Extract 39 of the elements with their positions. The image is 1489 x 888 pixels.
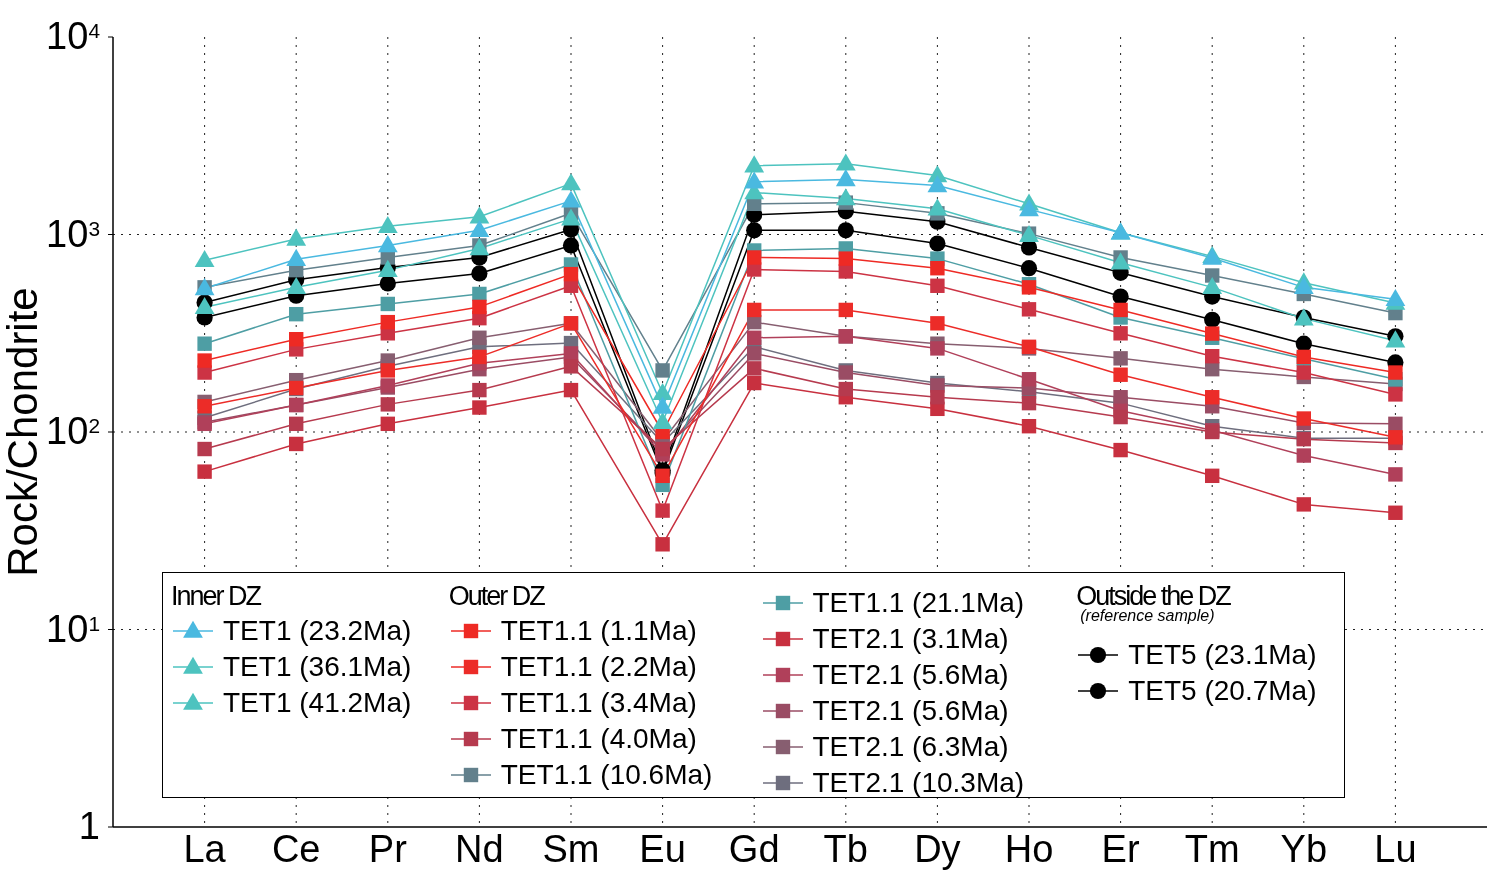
x-tick-label: Eu — [639, 827, 686, 870]
x-tick-label: Pr — [368, 827, 408, 870]
legend-label: TET1 (36.1Ma) — [223, 651, 412, 683]
legend-label: TET1.1 (2.2Ma) — [500, 651, 697, 683]
y-tick-label: 10$^{4}$ — [46, 15, 100, 57]
x-tick-label: Er — [1101, 827, 1140, 870]
annotation: Outer DZ — [448, 580, 546, 613]
x-tick-label: Ce — [271, 827, 321, 870]
x-tick-label: Sm — [542, 827, 600, 870]
y-tick-label: 10$^{3}$ — [46, 212, 100, 255]
legend-label: TET1.1 (10.6Ma) — [500, 759, 713, 791]
legend-label: TET2.1 (5.6Ma) — [812, 659, 1009, 691]
legend-label: TET1.1 (3.4Ma) — [500, 687, 697, 719]
x-tick-label: Nd — [455, 827, 504, 870]
y-tick-label: 10$^{1}$ — [46, 607, 100, 650]
legend-label: TET2.1 (6.3Ma) — [812, 731, 1009, 763]
x-tick-label: Lu — [1374, 827, 1417, 870]
x-tick-label: Tb — [823, 827, 868, 870]
legend-label: TET5 (23.1Ma) — [1128, 639, 1317, 671]
legend-label: TET1.1 (4.0Ma) — [500, 723, 697, 755]
y-axis-title: Rock/Chondrite — [0, 287, 47, 577]
y-tick-label: 10$^{2}$ — [46, 410, 100, 452]
legend-label: TET1.1 (1.1Ma) — [500, 615, 697, 647]
y-tick-label: 1 — [78, 805, 100, 847]
legend-label: TET2.1 (10.3Ma) — [812, 767, 1025, 799]
legend-label: TET1 (41.2Ma) — [223, 687, 412, 719]
x-tick-label: La — [183, 827, 227, 870]
legend-label: TET2.1 (3.1Ma) — [812, 623, 1009, 655]
x-tick-label: Gd — [728, 827, 780, 870]
annotation: Inner DZ — [171, 580, 262, 613]
x-tick-label: Dy — [914, 827, 961, 870]
annotation: (reference sample) — [1080, 607, 1216, 626]
legend-label: TET1 (23.2Ma) — [223, 615, 412, 647]
x-tick-label: Yb — [1280, 827, 1328, 870]
x-tick-label: Tm — [1184, 827, 1240, 870]
legend-label: TET5 (20.7Ma) — [1128, 675, 1317, 707]
legend-label: TET2.1 (5.6Ma) — [812, 695, 1009, 727]
x-tick-label: Ho — [1004, 827, 1054, 870]
legend-label: TET1.1 (21.1Ma) — [812, 587, 1025, 619]
